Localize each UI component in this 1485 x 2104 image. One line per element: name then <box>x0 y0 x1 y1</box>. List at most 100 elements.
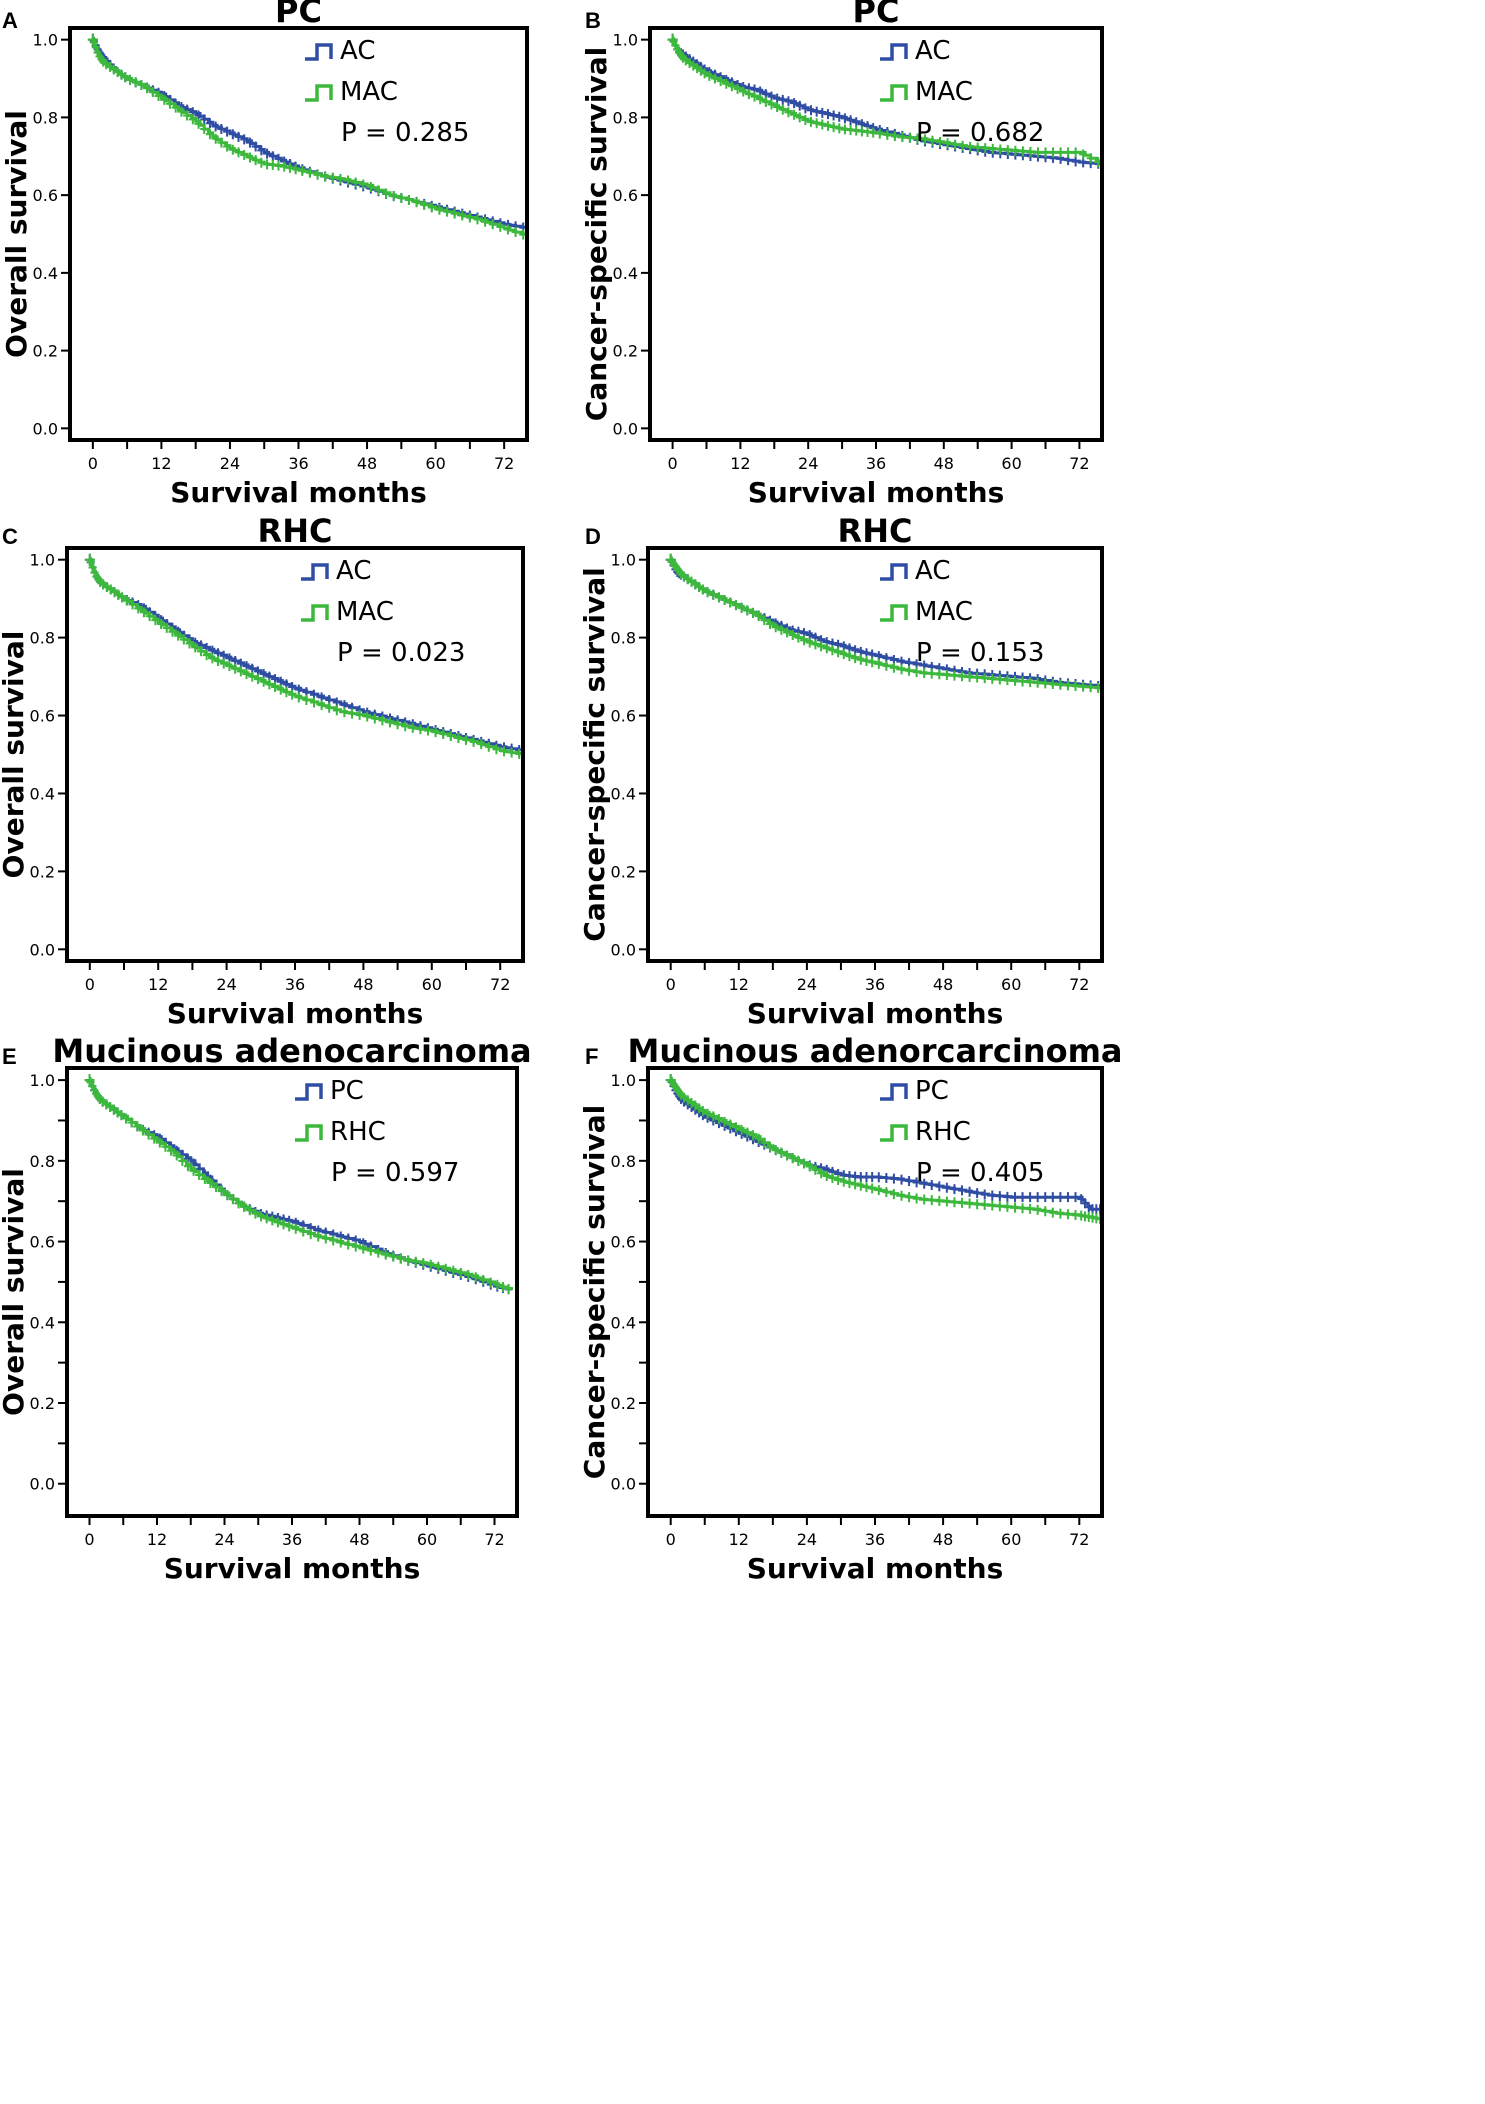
panel-a-censor-mark <box>245 137 254 148</box>
panel-f-censor-mark <box>788 1153 797 1164</box>
panel-c-censor-mark <box>208 653 217 664</box>
panel-e-ytick-label: 0.0 <box>30 1475 55 1494</box>
panel-a-pvalue: P = 0.285 <box>341 118 469 148</box>
panel-d-censor-mark <box>817 641 826 652</box>
panel-c-legend-swatch-mac <box>301 604 329 622</box>
panel-b-legend-label-ac: AC <box>915 36 950 66</box>
panel-f-censor-mark <box>874 1172 883 1183</box>
panel-d-censor-mark <box>1010 675 1019 686</box>
panel-f-legend-swatch-rhc <box>880 1124 908 1142</box>
panel-c-censor-mark <box>439 729 448 740</box>
panel-f-xtick-label: 24 <box>797 1530 817 1549</box>
panel-b-censor-mark <box>1094 157 1100 168</box>
panel-b-censor-mark <box>818 119 827 130</box>
panel-a-censor-mark <box>131 77 140 88</box>
panel-e-start-mark <box>84 1074 95 1087</box>
panel-b-censor-mark <box>784 96 793 107</box>
panel-f-censor-mark <box>771 1145 780 1156</box>
panel-b-censor-mark <box>790 98 799 109</box>
panel-e-censor-mark <box>479 1274 488 1285</box>
panel-e-censor-mark <box>449 1265 458 1276</box>
panel-b-start-mark <box>667 33 678 46</box>
panel-e-xtick-label: 0 <box>84 1530 94 1549</box>
panel-b-censor-mark <box>1026 147 1035 158</box>
panel-b-censor-mark <box>898 132 907 143</box>
panel-d-ytick-label: 0.6 <box>611 707 636 726</box>
panel-c-censor-mark <box>282 687 291 698</box>
panel-f-legend-label-pc: PC <box>915 1076 949 1106</box>
panel-e-ylabel: Overall survival <box>0 1168 30 1416</box>
panel-b-censor-mark <box>875 128 884 139</box>
panel-b-censor-mark <box>722 78 731 89</box>
panel-e-censor-mark <box>155 1137 164 1148</box>
panel-a-censor-mark <box>488 219 497 230</box>
panel-c-censor-mark <box>446 730 455 741</box>
panel-a-censor-mark <box>404 194 413 205</box>
panel-f-censor-mark <box>995 1201 1004 1212</box>
panel-c-censor-mark <box>431 727 440 738</box>
panel-d-ylabel: Cancer-specific survival <box>578 567 611 941</box>
panel-f-censor-mark <box>1018 1203 1027 1214</box>
panel-b-censor-mark <box>829 110 838 121</box>
panel-f-censor-mark <box>912 1177 921 1188</box>
panel-b-xtick-label: 0 <box>668 454 678 473</box>
panel-b-series-mac <box>667 33 1100 168</box>
panel-b-censor-mark <box>951 139 960 150</box>
panel-c-censor-mark <box>401 721 410 732</box>
panel-a-censor-mark <box>313 169 322 180</box>
panel-c-ytick-label: 0.2 <box>30 862 55 881</box>
panel-d-xtick-label: 60 <box>1001 975 1021 994</box>
panel-f-censor-mark <box>709 1111 718 1122</box>
panel-f-xtick-label: 72 <box>1069 1530 1089 1549</box>
panel-b-censor-mark <box>823 120 832 131</box>
panel-f-censor-mark <box>1003 1201 1012 1212</box>
panel-f-censor-mark <box>950 1197 959 1208</box>
panel-f-censor-mark <box>988 1190 997 1201</box>
panel-f-censor-mark <box>1041 1192 1050 1203</box>
panel-c-censor-mark <box>225 661 234 672</box>
panel-a-censor-mark <box>171 102 180 113</box>
panel-f-censor-mark <box>965 1198 974 1209</box>
panel-d-censor-mark <box>1056 679 1065 690</box>
panel-c-ylabel: Overall survival <box>0 631 30 879</box>
panel-e-censor-mark <box>257 1211 266 1222</box>
panel-b-censor-mark <box>1079 149 1088 160</box>
panel-a-censor-mark <box>503 224 512 235</box>
panel-f-censor-mark <box>1026 1192 1035 1203</box>
panel-f-censor-mark <box>882 1187 891 1198</box>
panel-b-letter: B <box>585 8 601 33</box>
panel-f-censor-mark <box>760 1137 769 1148</box>
panel-a-censor-mark <box>160 94 169 105</box>
panel-d-censor-mark <box>874 658 883 669</box>
panel-b-censor-mark <box>1056 147 1065 158</box>
panel-a-title: PC <box>275 0 322 30</box>
panel-c-censor-mark <box>219 658 228 669</box>
panel-e-censor-mark <box>389 1251 398 1262</box>
panel-b-censor-mark <box>966 141 975 152</box>
panel-e-censor-mark <box>498 1281 507 1292</box>
panel-d-censor-mark <box>777 624 786 635</box>
panel-a-censor-mark <box>389 191 398 202</box>
panel-f-ytick-label: 1.0 <box>611 1071 636 1090</box>
panel-e-title: Mucinous adenocarcinoma <box>52 1032 531 1070</box>
panel-e-censor-mark <box>441 1263 450 1274</box>
panel-b-censor-mark <box>996 144 1005 155</box>
panel-e-ytick-label: 0.6 <box>30 1233 55 1252</box>
panel-b-censor-mark <box>988 143 997 154</box>
panel-b-censor-mark <box>750 91 759 102</box>
panel-e-ytick-label: 0.4 <box>30 1313 55 1332</box>
panel-e-censor-mark <box>262 1213 271 1224</box>
panel-b-censor-mark <box>716 76 725 87</box>
panel-e-censor-mark <box>268 1215 277 1226</box>
panel-e-censor-mark <box>228 1194 237 1205</box>
panel-b-censor-mark <box>1011 145 1020 156</box>
panel-c-censor-mark <box>492 744 501 755</box>
panel-c-legend-label-ac: AC <box>336 556 371 586</box>
panel-f-censor-mark <box>920 1194 929 1205</box>
panel-d-pvalue: P = 0.153 <box>916 638 1044 668</box>
panel-e-censor-mark <box>329 1235 338 1246</box>
panel-d-censor-mark <box>882 660 891 671</box>
panel-c-censor-mark <box>378 715 387 726</box>
panel-e-censor-mark <box>366 1245 375 1256</box>
